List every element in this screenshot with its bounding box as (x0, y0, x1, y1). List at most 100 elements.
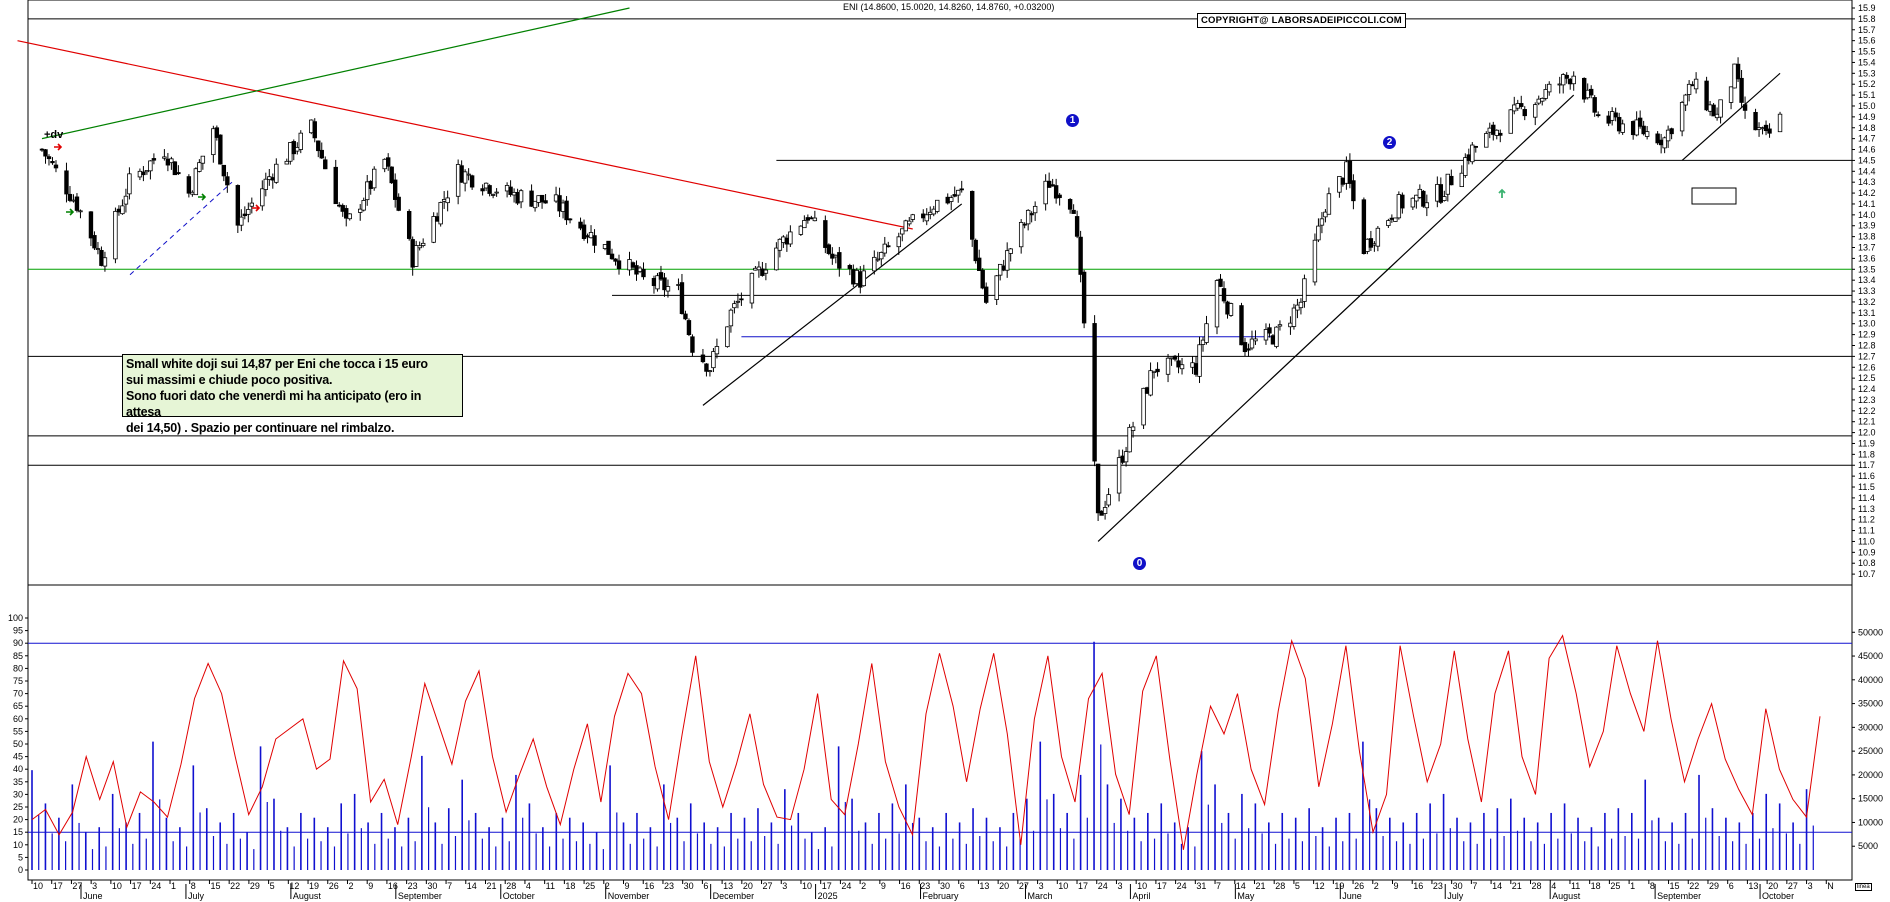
candle-body (1728, 86, 1734, 103)
candle (1326, 187, 1332, 215)
candle-body (1588, 88, 1594, 96)
candle (1151, 370, 1157, 379)
candle-body (480, 188, 485, 192)
candle-body (1463, 157, 1468, 176)
candle-body (1218, 278, 1223, 287)
candle (270, 173, 275, 189)
candle-body (1679, 102, 1685, 132)
candle (295, 142, 300, 155)
candle (1106, 488, 1111, 508)
candle (781, 235, 786, 248)
candle (651, 275, 657, 294)
month-label: August (293, 891, 322, 901)
candle (1400, 192, 1405, 214)
candle (1316, 218, 1321, 243)
candle (1277, 320, 1283, 331)
candle-body (1025, 209, 1031, 225)
candle (1197, 336, 1202, 384)
candle (102, 251, 108, 272)
candle-body (1585, 89, 1590, 99)
candle (536, 195, 541, 207)
candle (959, 180, 964, 193)
candle (1620, 119, 1625, 135)
candle-body (543, 200, 548, 204)
candle-body (214, 127, 220, 138)
candle (1438, 177, 1444, 205)
date-tick-label: 25 (1610, 881, 1620, 891)
candle-body (627, 259, 632, 271)
candle (900, 228, 905, 242)
candle-body (1561, 74, 1566, 86)
signal-arrow-1 (198, 193, 207, 201)
candle-body (1081, 271, 1087, 324)
date-tick-label: 23 (1433, 881, 1443, 891)
note-line-3: Sono fuori dato che venerdì mi ha antici… (126, 389, 422, 419)
candle (980, 268, 985, 290)
candle-body (588, 232, 594, 239)
candle (487, 184, 492, 197)
candle-body (1445, 173, 1451, 195)
candle (1466, 148, 1471, 165)
candle (235, 184, 241, 234)
candle-body (1571, 75, 1576, 85)
trendlines (17, 7, 1781, 542)
date-tick-label: 2 (861, 881, 866, 891)
candle (95, 241, 101, 255)
date-tick-label: 4 (1551, 881, 1556, 891)
candle (92, 231, 97, 251)
candle (312, 118, 317, 143)
date-tick-label: 11 (546, 881, 555, 891)
candle-body (973, 239, 978, 262)
candle-body (295, 147, 300, 152)
candle-body (1361, 199, 1367, 254)
candle-body (1057, 194, 1062, 199)
month-label: August (1552, 891, 1581, 901)
date-tick-label: 13 (1748, 881, 1758, 891)
candle-body (1225, 301, 1230, 315)
candle-body (837, 252, 842, 269)
candle-body (288, 142, 293, 162)
candle-body (1337, 175, 1342, 193)
candle (246, 202, 251, 223)
candle-body (459, 165, 464, 183)
date-tick-label: 31 (1196, 881, 1206, 891)
candle (1361, 197, 1367, 255)
candle-body (197, 162, 202, 172)
candle (921, 209, 926, 223)
date-tick-label: 6 (1729, 881, 1734, 891)
candle (1120, 449, 1125, 465)
candle-body (983, 286, 989, 303)
candle (924, 208, 929, 226)
candle (1249, 330, 1255, 351)
volume-tick-label: 35000 (1858, 699, 1883, 709)
date-tick-label: 15 (1670, 881, 1680, 891)
candle (1669, 127, 1674, 140)
oscillator-tick-label: 75 (13, 676, 23, 686)
month-label: May (1237, 891, 1255, 901)
date-tick-label: 6 (703, 881, 708, 891)
candle (725, 326, 730, 348)
candle-body (172, 161, 178, 176)
date-tick-label: 9 (881, 881, 886, 891)
volume-tick-label: 15000 (1858, 794, 1883, 804)
candle (910, 213, 915, 223)
signal-arrow-0 (66, 208, 75, 216)
candle (417, 241, 422, 251)
date-tick-label: 18 (1591, 881, 1601, 891)
candle (1225, 300, 1230, 319)
candle (1585, 83, 1590, 100)
candle (323, 156, 328, 170)
candle (413, 240, 419, 267)
date-tick-label: 16 (644, 881, 654, 891)
candle (609, 248, 615, 260)
price-tick-label: 15.2 (1858, 79, 1876, 89)
candle-body (910, 214, 915, 220)
candle-body (43, 149, 48, 157)
candle (1686, 80, 1692, 102)
candle (896, 232, 901, 255)
candle-body (267, 176, 272, 180)
corner-tag: linea (1855, 883, 1872, 891)
candle-body (1487, 127, 1492, 133)
oscillator-tick-label: 20 (13, 815, 23, 825)
